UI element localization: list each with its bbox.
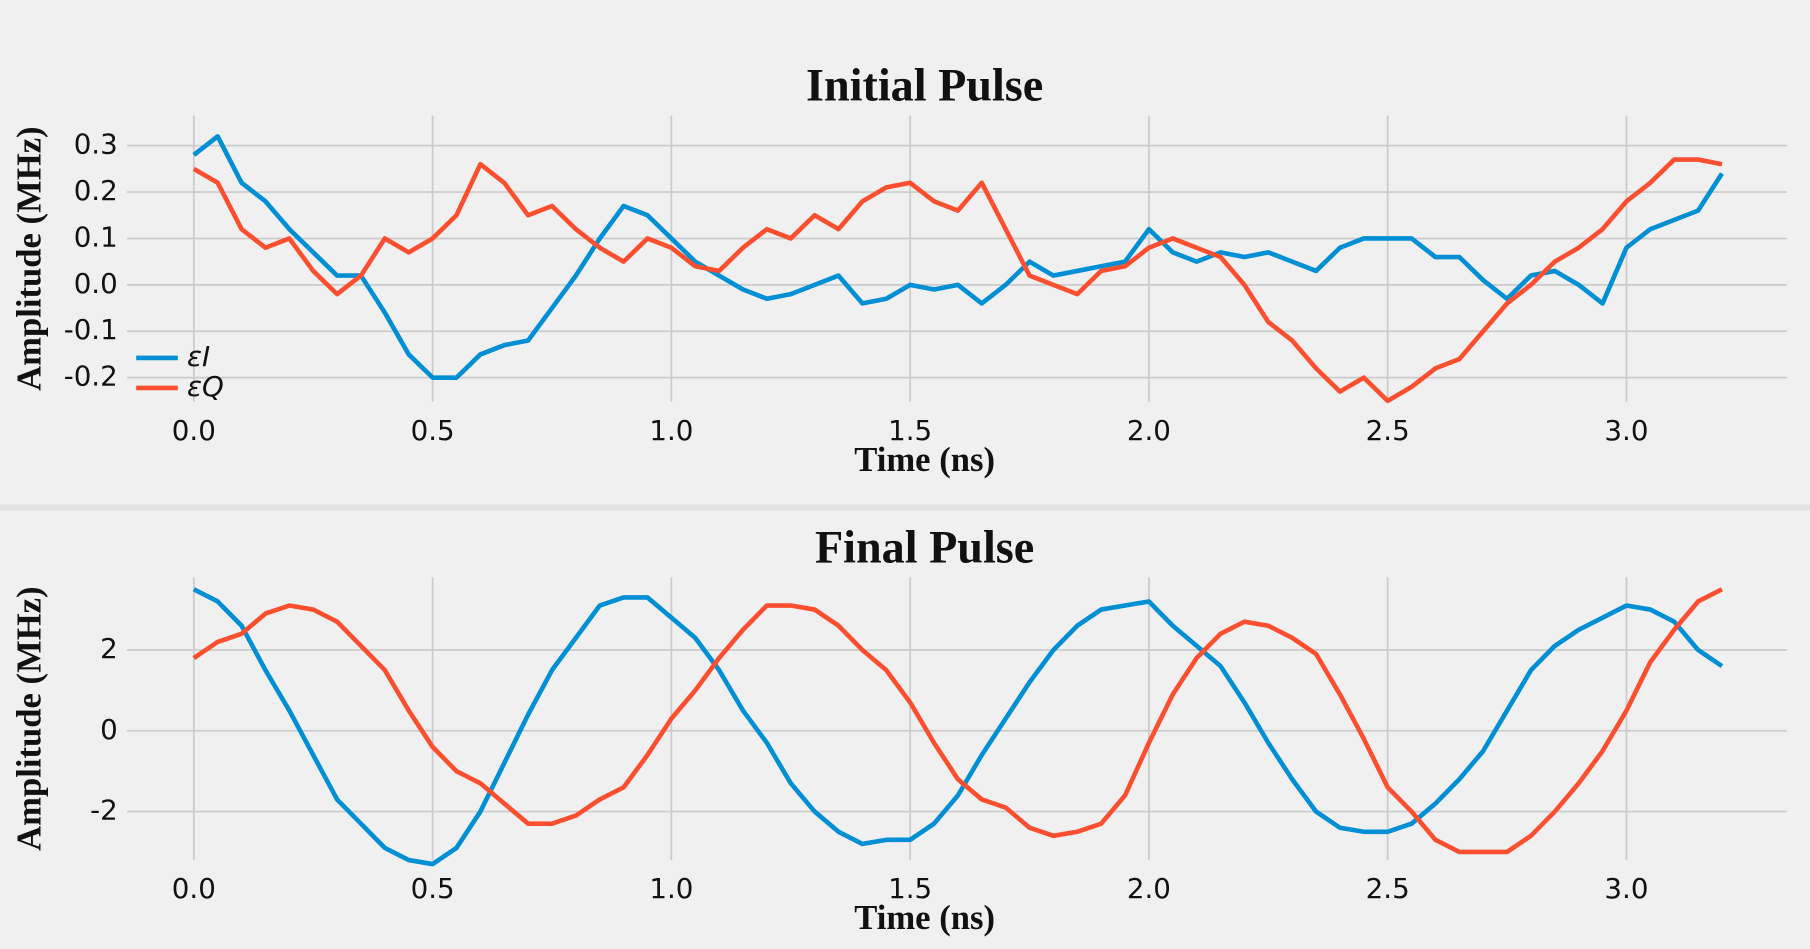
data-line: [192, 587, 1724, 867]
x-tick-label: 0.5: [411, 414, 455, 447]
data-line: [192, 587, 1724, 855]
x-tick-label: 0.5: [411, 872, 455, 905]
panel-divider: [0, 504, 1810, 511]
data-line: [192, 134, 1724, 380]
y-axis-label: Amplitude (MHz): [10, 126, 48, 390]
x-tick-label: 1.0: [649, 872, 693, 905]
y-tick-label: 0.0: [74, 267, 118, 300]
x-tick-label: 1.5: [888, 414, 932, 447]
x-tick-label: 2.0: [1127, 414, 1171, 447]
y-tick-label: -0.1: [64, 313, 118, 346]
y-tick-label: 0: [100, 713, 118, 746]
legend-label: εI: [187, 340, 210, 373]
chart-title: Final Pulse: [815, 521, 1034, 572]
y-tick-label: 0.2: [74, 174, 118, 207]
x-axis-label: Time (ns): [854, 899, 995, 937]
chart-title: Initial Pulse: [806, 60, 1043, 111]
x-tick-label: 1.5: [888, 872, 932, 905]
x-tick-label: 2.0: [1127, 872, 1171, 905]
legend-label: εQ: [187, 370, 224, 403]
y-tick-label: 0.3: [74, 128, 118, 161]
x-tick-label: 2.5: [1366, 872, 1410, 905]
data-line: [192, 157, 1723, 404]
y-tick-label: -2: [90, 794, 118, 827]
x-tick-label: 1.0: [649, 414, 693, 447]
y-axis-label: Amplitude (MHz): [10, 586, 48, 850]
x-tick-label: 3.0: [1604, 414, 1648, 447]
y-tick-label: 0.1: [74, 220, 118, 253]
x-tick-label: 0.0: [172, 414, 216, 447]
x-tick-label: 3.0: [1604, 872, 1648, 905]
y-tick-label: -0.2: [64, 360, 118, 393]
x-tick-label: 2.5: [1366, 414, 1410, 447]
x-axis-label: Time (ns): [854, 441, 995, 479]
y-tick-label: 2: [100, 632, 118, 665]
x-tick-label: 0.0: [172, 872, 216, 905]
